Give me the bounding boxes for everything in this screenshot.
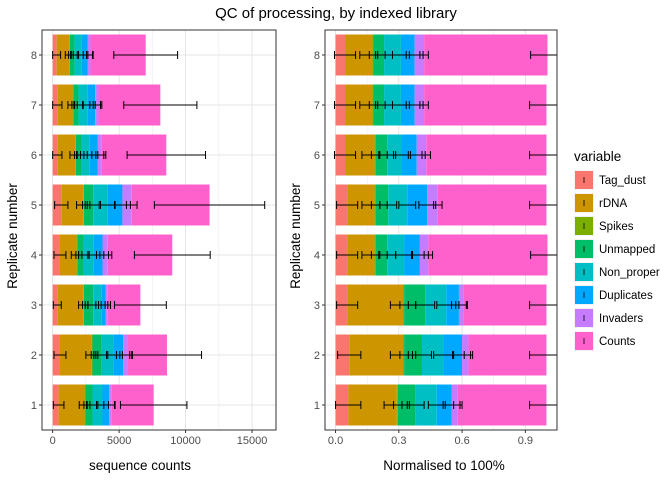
y-tick-label: 7 — [314, 100, 320, 112]
bar-rdna-7 — [57, 84, 73, 126]
normalised-panel: 0.0 0.3 0.6 0.9 1 2 3 4 5 6 7 8 — [314, 29, 558, 447]
y-tick-label: 1 — [31, 400, 37, 412]
y-tick-label: 2 — [31, 350, 37, 362]
y-tick-label: 1 — [314, 400, 320, 412]
y-tick-label: 3 — [31, 300, 37, 312]
legend-label: Spikes — [599, 221, 634, 233]
x-tick-label: 15000 — [237, 435, 268, 447]
counts-panel: 0 5000 10000 15000 1 2 3 4 5 6 7 8 — [31, 29, 277, 447]
x-tick-label: 5000 — [107, 435, 131, 447]
x-axis-label-counts: sequence counts — [89, 458, 191, 473]
y-tick-label: 8 — [31, 50, 37, 62]
y-tick-label: 6 — [31, 150, 37, 162]
legend-label: Counts — [599, 336, 636, 348]
x-tick-label: 0.9 — [518, 435, 533, 447]
x-tick-label: 0.0 — [328, 435, 343, 447]
legend-label: Non_proper — [599, 267, 660, 279]
legend-label: Tag_dust — [599, 175, 646, 187]
y-tick-label: 5 — [314, 200, 320, 212]
legend-title: variable — [574, 149, 621, 164]
x-axis-label-normalised: Normalised to 100% — [383, 458, 505, 473]
x-tick-label: 0.3 — [391, 435, 406, 447]
x-tick-label: 0 — [50, 435, 56, 447]
bar-counts-7 — [424, 84, 547, 126]
bar-counts-8 — [424, 34, 548, 76]
legend: variable Tag_dust rDNA Spikes Unmapped Non_p… — [574, 149, 660, 351]
bar-non-proper-1 — [415, 384, 437, 426]
legend-label: Duplicates — [599, 290, 653, 302]
y-tick-label: 2 — [314, 350, 320, 362]
bar-non-proper-3 — [425, 284, 447, 326]
y-tick-label: 4 — [31, 250, 37, 262]
x-tick-label: 10000 — [170, 435, 201, 447]
y-axis-label-counts: Replicate number — [5, 183, 20, 289]
y-tick-label: 5 — [31, 200, 37, 212]
legend-label: rDNA — [599, 198, 627, 210]
bar-non-proper-2 — [422, 334, 444, 376]
bar-rdna-6 — [57, 134, 76, 176]
bar-rdna-5 — [61, 184, 84, 226]
bar-counts-4 — [428, 234, 548, 276]
y-tick-label: 4 — [314, 250, 320, 262]
bar-rdna-4 — [59, 234, 77, 276]
bar-counts-6 — [426, 134, 547, 176]
bar-counts-5 — [437, 184, 547, 226]
panel-border — [41, 29, 277, 431]
y-tick-label: 8 — [314, 50, 320, 62]
y-tick-label: 7 — [31, 100, 37, 112]
x-tick-label: 0.6 — [454, 435, 469, 447]
panel-border — [324, 29, 558, 431]
y-tick-label: 6 — [314, 150, 320, 162]
bar-rdna-8 — [56, 34, 70, 76]
chart-title: QC of processing, by indexed library — [215, 5, 457, 22]
bar-non-proper-5 — [388, 184, 408, 226]
y-axis-label-normalised: Replicate number — [288, 183, 303, 289]
y-tick-label: 3 — [314, 300, 320, 312]
bar-duplicates-5 — [407, 184, 428, 226]
legend-label: Unmapped — [599, 244, 655, 256]
legend-label: Invaders — [599, 313, 643, 325]
